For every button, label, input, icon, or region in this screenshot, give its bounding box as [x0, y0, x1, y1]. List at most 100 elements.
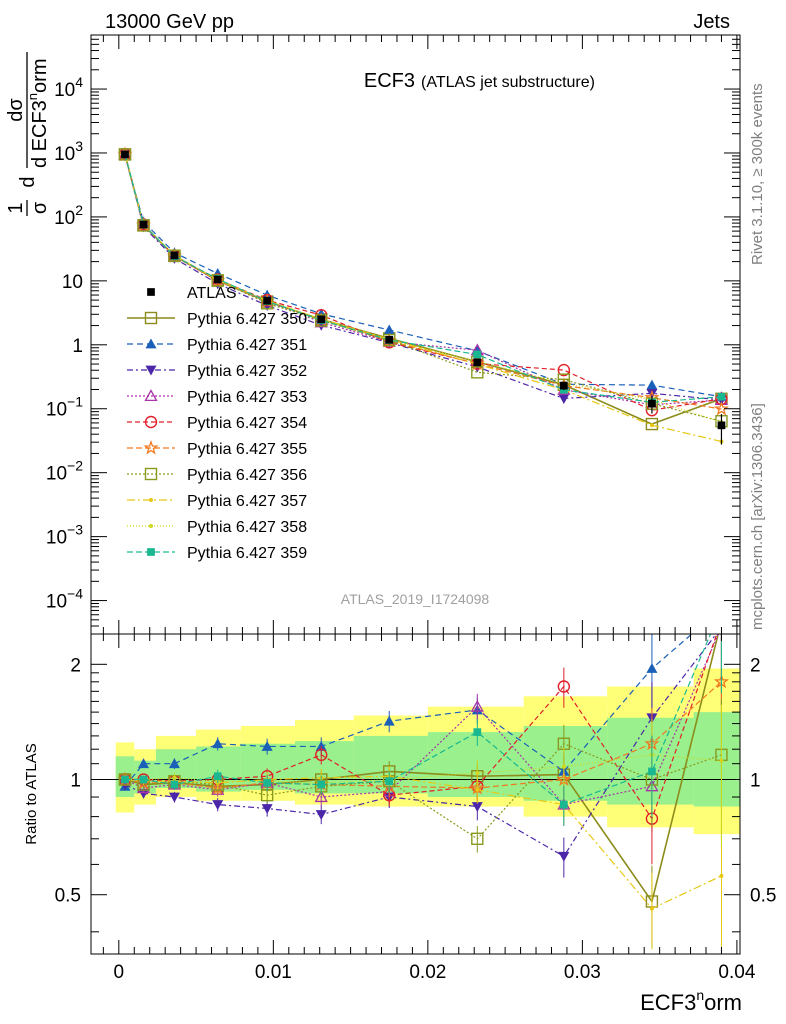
ratio-point — [170, 780, 179, 789]
x-tick-label: 0.04 — [718, 962, 755, 983]
ratio-point — [718, 605, 726, 613]
main-y-axis-label: 1 σ d dσ d ECF3norm — [5, 52, 51, 216]
rivet-version-label: Rivet 3.1.10, ≥ 300k events — [749, 83, 766, 265]
ratio-point — [315, 748, 328, 762]
ratio-tick-label-left: 1 — [70, 771, 81, 792]
legend-entry-series-7: Pythia 6.427 356 — [127, 467, 307, 484]
ratio-point — [475, 770, 480, 775]
ratio-tick-label-right: 1 — [750, 771, 761, 792]
data-point — [385, 335, 394, 344]
legend-label: Pythia 6.427 352 — [187, 363, 307, 380]
data-point — [317, 315, 326, 324]
legend-marker — [143, 440, 159, 455]
legend-entry-series-6: Pythia 6.427 355 — [127, 440, 307, 458]
data-point — [263, 296, 272, 305]
analysis-id-watermark: ATLAS_2019_I1724098 — [341, 591, 490, 607]
legend-entry-series-2: Pythia 6.427 351 — [127, 337, 307, 354]
ratio-tick-label-right: 2 — [750, 655, 761, 676]
ratio-point — [314, 790, 328, 803]
legend-label: Pythia 6.427 358 — [187, 519, 307, 536]
axis-ticks: 0 0.01 0.02 0.03 0.0410410310210110−110−210−… — [46, 34, 776, 983]
series-point — [713, 401, 730, 416]
ratio-point — [716, 615, 727, 626]
ratio-point — [385, 777, 394, 786]
data-point — [717, 421, 726, 430]
ratio-point — [263, 779, 272, 787]
y-tick-label: 10 — [62, 272, 83, 293]
series-point — [383, 324, 395, 335]
x-tick-label: 0.03 — [564, 962, 601, 983]
legend-label: Pythia 6.427 357 — [187, 493, 307, 510]
ratio-y-axis-label: Ratio to ATLAS — [23, 743, 40, 844]
ratio-point — [213, 772, 222, 781]
series-line — [124, 155, 722, 401]
ratio-point — [212, 738, 224, 749]
ratio-point — [168, 758, 180, 769]
data-point — [121, 150, 129, 159]
ratio-point — [383, 715, 395, 726]
y-tick-label: 104 — [54, 74, 83, 101]
ratio-point — [172, 775, 177, 780]
legend-label: Pythia 6.427 359 — [187, 545, 307, 562]
ratio-point — [558, 851, 570, 862]
ratio-point — [317, 780, 326, 789]
ratio-point — [719, 873, 724, 878]
legend-label: Pythia 6.427 355 — [187, 441, 307, 458]
ratio-point — [646, 663, 658, 673]
data-point — [559, 381, 568, 390]
legend-entry-series-9: Pythia 6.427 358 — [127, 519, 307, 536]
series-10-ratio — [121, 605, 726, 826]
ylabel-fraction2-den: d ECF3norm — [25, 59, 51, 169]
y-tick-label: 103 — [54, 138, 83, 165]
series-point — [168, 249, 181, 262]
series-point — [557, 363, 571, 377]
legend-marker — [144, 311, 158, 325]
legend-label: Pythia 6.427 350 — [187, 311, 307, 328]
series-point — [118, 148, 132, 161]
ratio-tick-label-left: 0.5 — [55, 886, 81, 907]
main-series-group — [117, 146, 730, 445]
x-tick-label: 0 — [114, 962, 125, 983]
series-line — [124, 634, 712, 806]
series-point — [315, 314, 328, 327]
ratio-point — [561, 764, 566, 769]
series-point — [645, 417, 659, 431]
series-point — [137, 219, 150, 232]
legend-entry-series-5: Pythia 6.427 354 — [127, 415, 307, 432]
ratio-point — [139, 775, 148, 784]
series-point — [646, 379, 658, 390]
chart-subtitle: (ATLAS jet substructure) — [421, 74, 595, 91]
legend-marker — [147, 548, 155, 556]
series-line — [124, 154, 722, 403]
legend-entry-series-10: Pythia 6.427 359 — [127, 545, 307, 562]
ratio-tick-label-right: 0.5 — [750, 886, 776, 907]
ratio-point — [471, 832, 484, 845]
ratio-series-group — [117, 605, 730, 950]
x-axis-label: ECF3norm — [640, 987, 742, 1015]
data-point — [473, 358, 482, 367]
ratio-point — [261, 804, 273, 814]
legend-marker — [149, 498, 153, 502]
series-point — [211, 274, 224, 287]
series-point — [646, 388, 658, 399]
ratio-point — [471, 802, 483, 813]
ylabel-fraction1-num: 1 — [5, 202, 27, 213]
legend-entry-atlas: ATLAS — [147, 285, 237, 302]
ratio-point — [261, 740, 273, 751]
y-tick-label: 10−2 — [46, 458, 83, 485]
ylabel-d: d — [17, 176, 39, 187]
data-point — [213, 275, 222, 284]
y-tick-label: 10−4 — [46, 586, 83, 613]
ratio-point — [470, 699, 484, 712]
ratio-point — [719, 758, 724, 763]
series-point — [473, 350, 482, 359]
legend-entry-series-8: Pythia 6.427 357 — [127, 493, 307, 510]
ratio-point — [649, 906, 654, 911]
ratio-panel-frame — [90, 633, 741, 955]
ylabel-fraction1-den: σ — [29, 201, 51, 214]
x-tick-label: 0.02 — [409, 962, 446, 983]
legend-marker — [145, 338, 157, 349]
ratio-point — [168, 792, 180, 803]
ratio-tick-label-left: 2 — [70, 655, 81, 676]
